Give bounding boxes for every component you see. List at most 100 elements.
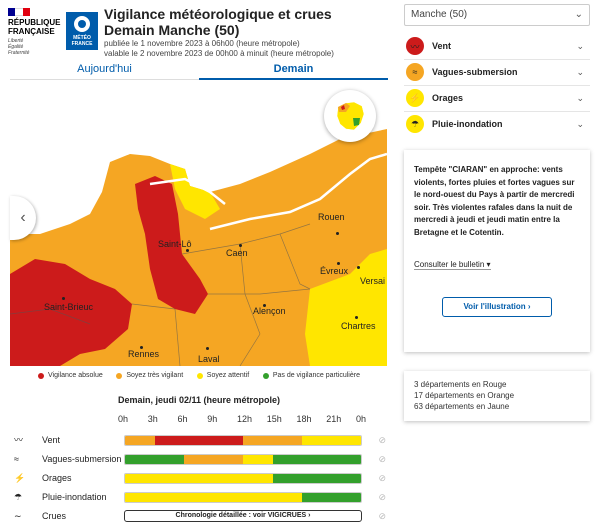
page-title: Vigilance météorologique et crues Demain…: [104, 6, 332, 38]
red-region-bretagne: [10, 259, 132, 366]
mf-line1: MÉTÉO: [73, 35, 91, 41]
timeline-segment: [125, 493, 302, 502]
timeline-title: Demain, jeudi 02/11 (heure métropole): [117, 395, 281, 405]
hide-eye-icon[interactable]: ⊘: [378, 473, 386, 483]
timeline-row-vent: 〰 Vent ⊘: [14, 434, 386, 448]
risk-item-vagues[interactable]: ≈ Vagues-submersion ⌄: [404, 61, 590, 83]
waves-icon: ≈: [406, 63, 424, 81]
view-illustration-label: Voir l'illustration: [463, 302, 526, 311]
view-illustration-button[interactable]: Voir l'illustration ›: [442, 297, 552, 317]
river-seine: [209, 152, 387, 231]
city-dot-saint-lo: [186, 249, 189, 252]
rain-icon: ☂: [406, 115, 424, 133]
risk-item-pluie[interactable]: ☂ Pluie-inondation ⌄: [404, 113, 590, 135]
timeline-segment: [125, 455, 184, 464]
divider: [404, 111, 590, 112]
timeline-hour-label: 0h: [356, 414, 367, 424]
department-select-value: Manche (50): [411, 9, 468, 20]
legend-orange-dot: [116, 372, 123, 379]
consult-bulletin-link[interactable]: Consulter le bulletin ▾: [414, 260, 491, 270]
rf-motto: Liberté Égalité Fraternité: [8, 38, 64, 56]
department-counts-card: 3 départements en Rouge 17 départements …: [404, 371, 590, 421]
timeline-row-crues: ∼ Crues Chronologie détaillée : voir VIG…: [14, 510, 386, 524]
timeline-hour-label: 9h: [207, 414, 218, 424]
yellow-region-north: [170, 164, 220, 219]
city-label-saint-brieuc: Saint-Brieuc: [44, 302, 94, 312]
day-tabs: Aujourd'hui Demain: [10, 60, 388, 80]
caret-down-icon: ▾: [486, 260, 491, 269]
city-dot-caen: [239, 244, 242, 247]
timeline-segment: [184, 455, 243, 464]
rf-title-line1: RÉPUBLIQUE: [8, 18, 61, 27]
timeline-segment: [243, 455, 273, 464]
legend-orange-label: Soyez très vigilant: [126, 372, 184, 379]
city-dot-alencon: [263, 304, 266, 307]
vigilance-map[interactable]: Versai Rouen Saint-Lô Caen Évreux Saint-…: [10, 84, 387, 366]
tab-tomorrow[interactable]: Demain: [199, 60, 388, 80]
chevron-down-icon: ⌄: [576, 92, 584, 103]
timeline-bar-orages: [124, 473, 362, 484]
risk-item-vent[interactable]: 〰 Vent ⌄: [404, 35, 590, 57]
city-dot-rennes: [140, 346, 143, 349]
timeline-label-vagues: Vagues-submersion: [42, 454, 122, 464]
risk-item-orages[interactable]: ⚡ Orages ⌄: [404, 87, 590, 109]
published-date: publiée le 1 novembre 2023 à 06h00 (heur…: [104, 39, 300, 48]
map-legend: Vigilance absolue Soyez très vigilant So…: [10, 372, 388, 379]
legend-yellow: Soyez attentif: [196, 372, 250, 379]
timeline-segment: [154, 436, 243, 445]
map-regions: [10, 84, 387, 366]
page-title-line1: Vigilance météorologique et crues: [104, 6, 332, 22]
tab-today[interactable]: Aujourd'hui: [10, 60, 199, 80]
city-label-alencon: Alençon: [253, 306, 286, 316]
chevron-down-icon: ⌄: [576, 40, 584, 51]
rf-motto-egalite: Égalité: [8, 44, 24, 50]
city-label-caen: Caen: [226, 248, 248, 258]
timeline-segment: [243, 436, 302, 445]
vigicrues-link-button[interactable]: Chronologie détaillée : voir VIGICRUES ›: [124, 510, 362, 522]
timeline-bar-pluie: [124, 492, 362, 503]
france-minimap-button[interactable]: [324, 90, 376, 142]
hide-eye-icon[interactable]: ⊘: [378, 511, 386, 521]
chevron-left-icon: ‹: [20, 209, 26, 226]
timeline-bar-vent: [124, 435, 362, 446]
consult-bulletin-label: Consulter le bulletin: [414, 260, 485, 269]
legend-yellow-label: Soyez attentif: [206, 372, 250, 379]
city-dot-evreux: [337, 262, 340, 265]
river-coast-line: [149, 177, 226, 205]
rain-icon: ☂: [14, 492, 23, 502]
bulletin-card: Tempête "CIARAN" en approche: vents viol…: [404, 150, 590, 352]
hide-eye-icon[interactable]: ⊘: [378, 454, 386, 464]
legend-yellow-dot: [196, 372, 203, 379]
count-orange: 17 départements en Orange: [414, 391, 515, 400]
timeline-hour-label: 21h: [326, 414, 342, 424]
storm-icon: ⚡: [14, 473, 26, 483]
timeline-hour-label: 15h: [266, 414, 282, 424]
hide-eye-icon[interactable]: ⊘: [378, 492, 386, 502]
legend-orange: Soyez très vigilant: [116, 372, 183, 379]
hide-eye-icon[interactable]: ⊘: [378, 435, 386, 445]
timeline-label-orages: Orages: [42, 473, 72, 483]
timeline-label-pluie: Pluie-inondation: [42, 492, 107, 502]
city-label-evreux: Évreux: [320, 266, 349, 276]
legend-green: Pas de vigilance particulière: [262, 372, 360, 379]
risk-label-pluie: Pluie-inondation: [432, 119, 503, 129]
timeline-label-vent: Vent: [42, 435, 61, 445]
city-label-chartres: Chartres: [341, 321, 376, 331]
city-dot-chartres: [355, 316, 358, 319]
timeline-segment: [125, 436, 155, 445]
legend-green-label: Pas de vigilance particulière: [272, 372, 360, 379]
divider: [404, 85, 590, 86]
city-label-rouen: Rouen: [318, 212, 345, 222]
divider: [404, 59, 590, 60]
timeline-row-orages: ⚡ Orages ⊘: [14, 472, 386, 486]
chevron-down-icon: ⌄: [576, 118, 584, 129]
chevron-right-icon: ›: [527, 302, 531, 311]
timeline-segment: [302, 493, 361, 502]
legend-green-dot: [262, 372, 269, 379]
timeline-bar-vagues: [124, 454, 362, 465]
city-label-laval: Laval: [198, 354, 220, 364]
department-select[interactable]: Manche (50) ⌄: [404, 4, 590, 26]
timeline-segment: [272, 455, 361, 464]
mf-line2: FRANCE: [71, 41, 93, 47]
city-dot-rouen: [336, 232, 339, 235]
